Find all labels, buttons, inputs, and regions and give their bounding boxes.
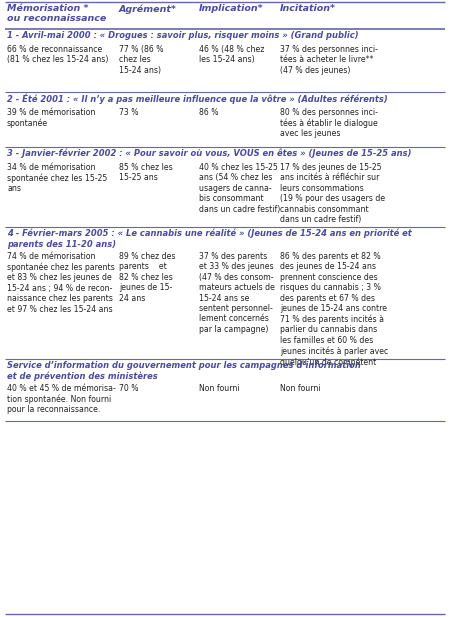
Text: 86 % des parents et 82 %
des jeunes de 15-24 ans
prennent conscience des
risques: 86 % des parents et 82 % des jeunes de 1… bbox=[280, 252, 388, 366]
Text: Implication*: Implication* bbox=[199, 4, 264, 13]
Text: 39 % de mémorisation
spontanée: 39 % de mémorisation spontanée bbox=[7, 108, 95, 128]
Text: Agrément*: Agrément* bbox=[119, 4, 177, 14]
Text: 89 % chez des
parents    et
82 % chez les
jeunes de 15-
24 ans: 89 % chez des parents et 82 % chez les j… bbox=[119, 252, 176, 302]
Text: 1 - Avril-mai 2000 : « Drogues : savoir plus, risquer moins » (Grand public): 1 - Avril-mai 2000 : « Drogues : savoir … bbox=[7, 31, 359, 40]
Text: 2 - Été 2001 : « Il n’y a pas meilleure influence que la vôtre » (Adultes référe: 2 - Été 2001 : « Il n’y a pas meilleure … bbox=[7, 94, 388, 104]
Text: 77 % (86 %
chez les
15-24 ans): 77 % (86 % chez les 15-24 ans) bbox=[119, 45, 163, 75]
Text: Service d’information du gouvernement pour les campagnes d’information
et de pré: Service d’information du gouvernement po… bbox=[7, 361, 361, 381]
Text: 46 % (48 % chez
les 15-24 ans): 46 % (48 % chez les 15-24 ans) bbox=[199, 45, 265, 64]
Text: 17 % des jeunes de 15-25
ans incités à réfléchir sur
leurs consommations
(19 % p: 17 % des jeunes de 15-25 ans incités à r… bbox=[280, 163, 385, 224]
Text: Non fourni: Non fourni bbox=[199, 384, 239, 393]
Text: Mémorisation *
ou reconnaissance: Mémorisation * ou reconnaissance bbox=[7, 4, 106, 23]
Text: 40 % et 45 % de mémorisa-
tion spontanée. Non fourni
pour la reconnaissance.: 40 % et 45 % de mémorisa- tion spontanée… bbox=[7, 384, 116, 415]
Text: 37 % des personnes inci-
tées à acheter le livre**
(47 % des jeunes): 37 % des personnes inci- tées à acheter … bbox=[280, 45, 378, 75]
Text: 74 % de mémorisation
spontanée chez les parents
et 83 % chez les jeunes de
15-24: 74 % de mémorisation spontanée chez les … bbox=[7, 252, 115, 313]
Text: 85 % chez les
15-25 ans: 85 % chez les 15-25 ans bbox=[119, 163, 173, 183]
Text: 34 % de mémorisation
spontanée chez les 15-25
ans: 34 % de mémorisation spontanée chez les … bbox=[7, 163, 107, 193]
Text: 37 % des parents
et 33 % des jeunes
(47 % des consom-
mateurs actuels de
15-24 a: 37 % des parents et 33 % des jeunes (47 … bbox=[199, 252, 275, 334]
Text: 70 %: 70 % bbox=[119, 384, 139, 393]
Text: Incitation*: Incitation* bbox=[280, 4, 336, 13]
Text: 86 %: 86 % bbox=[199, 108, 219, 117]
Text: 4 - Février-mars 2005 : « Le cannabis une réalité » (Jeunes de 15-24 ans en prio: 4 - Février-mars 2005 : « Le cannabis un… bbox=[7, 229, 412, 249]
Text: 3 - Janvier-février 2002 : « Pour savoir où vous, VOUS en êtes » (Jeunes de 15-2: 3 - Janvier-février 2002 : « Pour savoir… bbox=[7, 149, 411, 159]
Text: Non fourni: Non fourni bbox=[280, 384, 320, 393]
Text: 40 % chez les 15-25
ans (54 % chez les
usagers de canna-
bis consommant
dans un : 40 % chez les 15-25 ans (54 % chez les u… bbox=[199, 163, 280, 213]
Text: 66 % de reconnaissance
(81 % chez les 15-24 ans): 66 % de reconnaissance (81 % chez les 15… bbox=[7, 45, 108, 64]
Text: 80 % des personnes inci-
tées à établir le dialogue
avec les jeunes: 80 % des personnes inci- tées à établir … bbox=[280, 108, 378, 138]
Text: 73 %: 73 % bbox=[119, 108, 139, 117]
